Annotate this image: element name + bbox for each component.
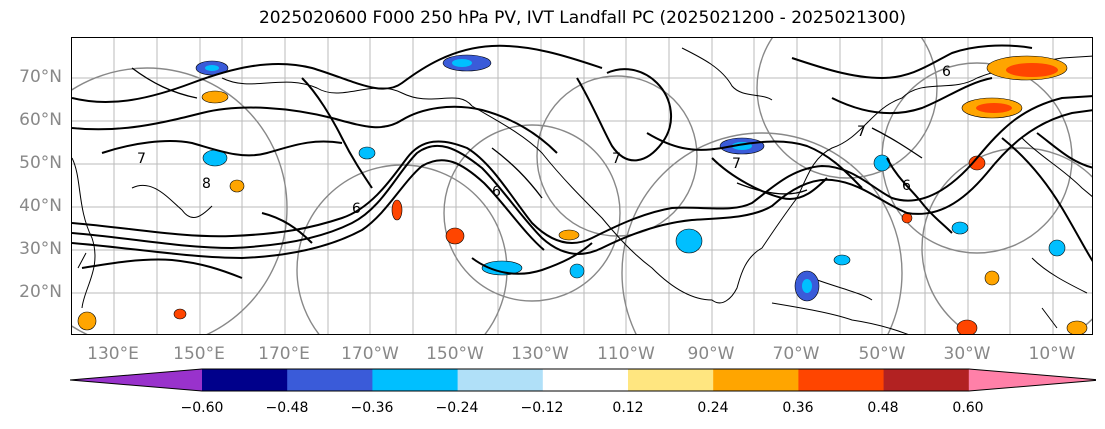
lon-label-30w: 30°W <box>943 344 991 364</box>
lon-label-170e: 170°E <box>258 344 310 364</box>
gridlines <box>72 38 1092 334</box>
contour-label: 6 <box>492 184 501 200</box>
colorbar-tick-label: 0.36 <box>782 400 814 416</box>
lat-label-60n: 60°N <box>19 110 62 130</box>
lon-label-90w: 90°W <box>687 344 735 364</box>
colorbar-segment <box>202 369 288 391</box>
colorbar-tick-label: 0.48 <box>867 400 899 416</box>
lon-label-130e: 130°E <box>87 344 139 364</box>
contour-label: 7 <box>857 124 866 140</box>
lon-label-150e: 150°E <box>173 344 225 364</box>
colorbar-segment <box>883 369 970 391</box>
colorbar-segment <box>287 369 373 391</box>
colorbar-segment <box>798 369 885 391</box>
lat-label-40n: 40°N <box>19 196 62 216</box>
colorbar-segment <box>457 369 544 391</box>
colorbar-tick-label: 0.12 <box>612 400 644 416</box>
lon-label-170w: 170°W <box>341 344 399 364</box>
colorbar-tick-label: 0.60 <box>952 400 984 416</box>
colorbar-segment <box>968 369 1096 391</box>
pv-shading <box>77 54 1088 334</box>
contour-label: 6 <box>902 178 911 194</box>
colorbar-segment <box>70 369 202 391</box>
lon-label-50w: 50°W <box>858 344 906 364</box>
lon-label-70w: 70°W <box>772 344 820 364</box>
map-canvas: 7 6 7 6 7 8 6 6 7 <box>72 38 1092 334</box>
landfall-circles <box>72 38 1092 334</box>
contour-label: 8 <box>202 176 211 192</box>
colorbar-segment <box>542 369 629 391</box>
lon-label-110w: 110°W <box>597 344 655 364</box>
colorbar-tick-label: −0.36 <box>350 400 394 416</box>
contour-label: 7 <box>732 156 741 172</box>
lat-label-30n: 30°N <box>19 239 62 259</box>
lat-label-70n: 70°N <box>19 67 62 87</box>
coastlines <box>72 47 1092 334</box>
contour-label: 6 <box>352 201 361 217</box>
lon-label-130w: 130°W <box>511 344 569 364</box>
colorbar <box>70 368 1096 392</box>
pv-contours-inner <box>131 67 923 199</box>
colorbar-tick-label: −0.60 <box>180 400 224 416</box>
contour-label: 6 <box>942 64 951 80</box>
colorbar-segment <box>372 369 459 391</box>
pv-contours <box>72 44 1092 279</box>
lon-label-10w: 10°W <box>1028 344 1076 364</box>
map-panel: 7 6 7 6 7 8 6 6 7 <box>71 37 1093 335</box>
colorbar-segment <box>713 369 799 391</box>
colorbar-tick-label: 0.24 <box>697 400 729 416</box>
lat-label-50n: 50°N <box>19 153 62 173</box>
map-title: 2025020600 F000 250 hPa PV, IVT Landfall… <box>258 8 906 28</box>
colorbar-tick-label: −0.12 <box>520 400 564 416</box>
contour-labels: 7 6 7 6 7 8 6 6 7 <box>137 64 951 217</box>
contour-label: 7 <box>612 151 621 167</box>
colorbar-segment <box>628 369 714 391</box>
colorbar-outline <box>70 368 1096 392</box>
colorbar-tick-label: −0.48 <box>265 400 309 416</box>
lon-label-150w: 150°W <box>426 344 484 364</box>
colorbar-tick-label: −0.24 <box>435 400 479 416</box>
contour-label: 7 <box>137 151 146 167</box>
lat-label-20n: 20°N <box>19 282 62 302</box>
